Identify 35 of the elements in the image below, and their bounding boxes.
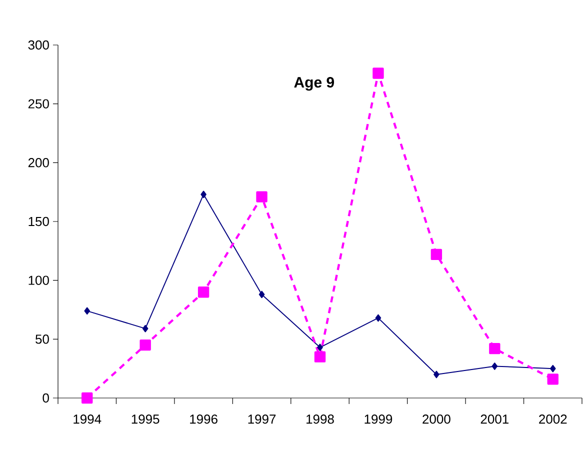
text: Age 9 xyxy=(294,77,334,91)
point xyxy=(489,342,500,354)
point xyxy=(375,314,382,322)
point xyxy=(258,290,265,298)
y-tick-label: 150 xyxy=(28,216,49,226)
point xyxy=(140,339,151,351)
x-tick-label: 2002 xyxy=(539,414,567,424)
point xyxy=(200,190,206,198)
x-tick-label: 2000 xyxy=(422,414,450,424)
y-tick-label: 100 xyxy=(28,276,49,285)
y-tick-label: 0 xyxy=(42,393,49,403)
x-tick-label: 1998 xyxy=(306,414,334,424)
point xyxy=(547,374,558,385)
point xyxy=(198,286,210,298)
point xyxy=(82,392,93,404)
y-tick-label: 200 xyxy=(28,158,49,168)
x-tick-label: 1996 xyxy=(190,414,218,424)
point xyxy=(84,307,90,315)
point xyxy=(550,364,556,372)
point xyxy=(492,362,498,370)
y-tick-label: 250 xyxy=(28,99,49,108)
x-tick-label: 2001 xyxy=(480,414,508,424)
point xyxy=(372,68,384,79)
x-tick-label: 1999 xyxy=(364,414,392,424)
point xyxy=(317,344,323,352)
point xyxy=(314,351,326,362)
y-tick-label: 50 xyxy=(36,334,49,344)
y-tick-label: 300 xyxy=(28,40,49,50)
point xyxy=(142,324,148,332)
x-tick-label: 1994 xyxy=(74,414,102,424)
point xyxy=(430,248,442,260)
point xyxy=(256,191,268,202)
point xyxy=(434,370,440,378)
x-tick-label: 1997 xyxy=(248,414,276,424)
x-tick-label: 1995 xyxy=(132,414,160,424)
